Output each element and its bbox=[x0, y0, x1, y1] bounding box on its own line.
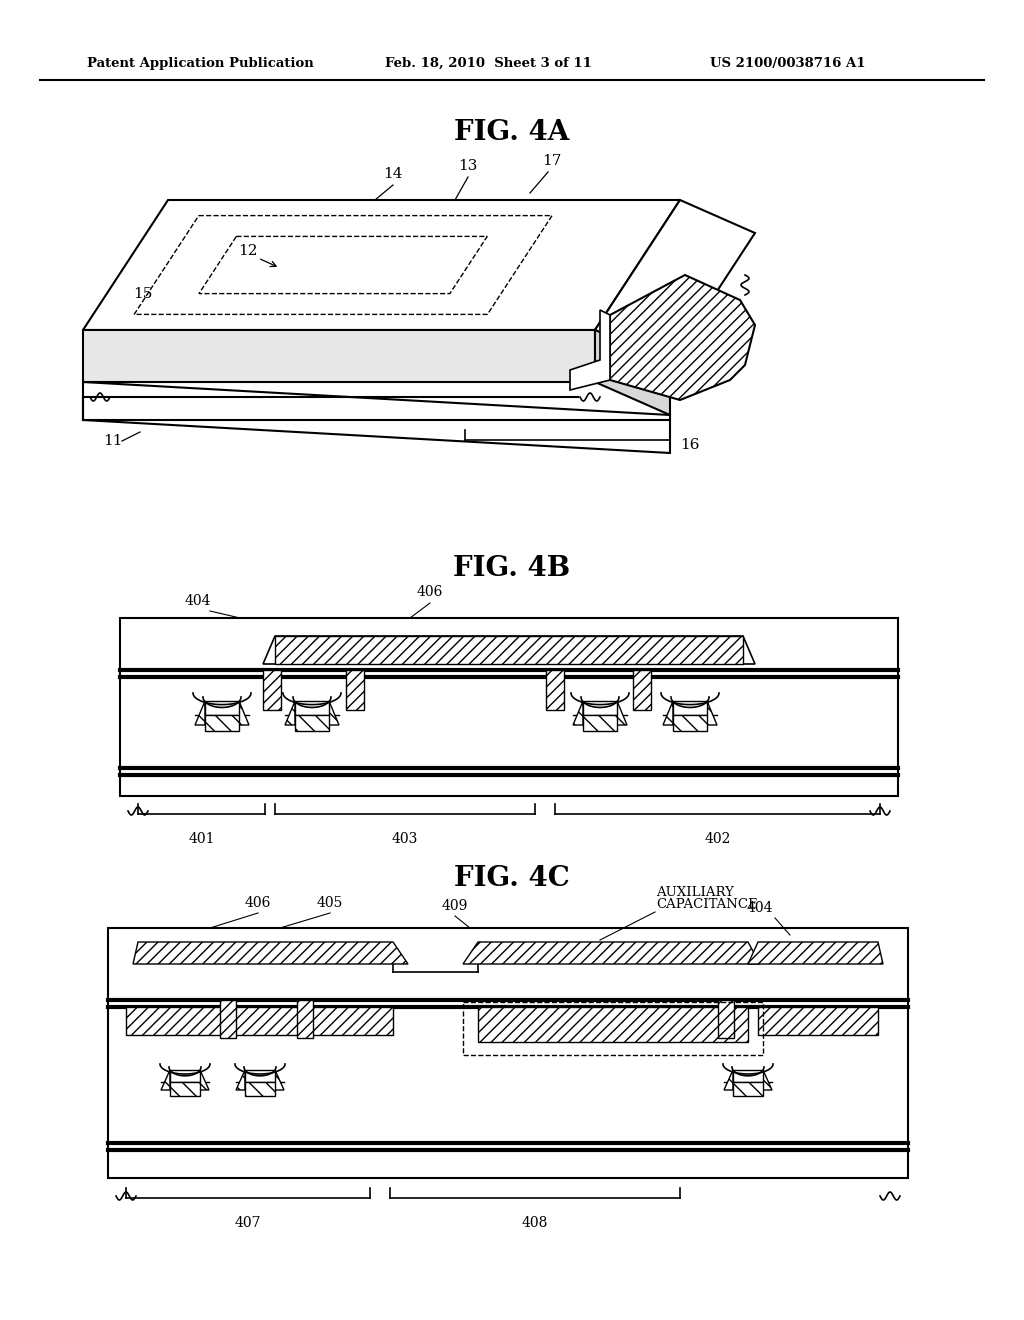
Text: 408: 408 bbox=[522, 1216, 548, 1230]
Bar bbox=[758, 1007, 878, 1035]
Polygon shape bbox=[133, 942, 408, 964]
Text: FIG. 4B: FIG. 4B bbox=[454, 554, 570, 582]
Polygon shape bbox=[707, 701, 717, 725]
Text: FIG. 4C: FIG. 4C bbox=[454, 865, 570, 891]
Polygon shape bbox=[570, 310, 610, 389]
Polygon shape bbox=[748, 942, 883, 964]
Text: 15: 15 bbox=[133, 286, 153, 301]
Text: 13: 13 bbox=[459, 158, 477, 173]
Bar bbox=[546, 671, 564, 710]
Bar bbox=[170, 1082, 200, 1096]
Polygon shape bbox=[617, 701, 627, 725]
Polygon shape bbox=[263, 636, 755, 664]
Polygon shape bbox=[610, 275, 755, 400]
Bar bbox=[126, 1007, 393, 1035]
Polygon shape bbox=[275, 1071, 284, 1090]
Polygon shape bbox=[161, 1071, 170, 1090]
Bar bbox=[297, 1001, 313, 1038]
Text: 406: 406 bbox=[417, 585, 443, 599]
Bar bbox=[120, 618, 898, 796]
Polygon shape bbox=[463, 942, 760, 964]
Text: 17: 17 bbox=[543, 154, 562, 168]
Bar bbox=[478, 1007, 748, 1041]
Bar bbox=[733, 1071, 763, 1082]
Text: 406: 406 bbox=[245, 896, 271, 909]
Text: 404: 404 bbox=[184, 594, 211, 609]
Polygon shape bbox=[724, 1071, 733, 1090]
Text: Patent Application Publication: Patent Application Publication bbox=[87, 57, 313, 70]
Bar bbox=[673, 701, 707, 715]
Bar bbox=[245, 1082, 275, 1096]
Polygon shape bbox=[763, 1071, 772, 1090]
Bar bbox=[205, 701, 239, 715]
Polygon shape bbox=[200, 1071, 209, 1090]
Bar bbox=[346, 671, 364, 710]
Bar bbox=[108, 928, 908, 1177]
Text: AUXILIARY: AUXILIARY bbox=[656, 886, 734, 899]
Polygon shape bbox=[83, 201, 680, 330]
Text: FIG. 4A: FIG. 4A bbox=[455, 119, 569, 145]
Polygon shape bbox=[236, 1071, 245, 1090]
Text: 402: 402 bbox=[705, 832, 731, 846]
Bar bbox=[275, 636, 743, 664]
Polygon shape bbox=[573, 701, 583, 725]
Text: 405: 405 bbox=[435, 638, 461, 651]
Bar bbox=[718, 1001, 734, 1038]
Text: 403: 403 bbox=[392, 832, 418, 846]
Bar bbox=[733, 1082, 763, 1096]
Text: US 2100/0038716 A1: US 2100/0038716 A1 bbox=[710, 57, 865, 70]
Text: 407: 407 bbox=[234, 1216, 261, 1230]
Bar bbox=[295, 715, 329, 731]
Text: 405: 405 bbox=[316, 896, 343, 909]
Text: 404: 404 bbox=[746, 902, 773, 915]
Bar bbox=[463, 1002, 763, 1055]
Text: 409: 409 bbox=[441, 899, 468, 913]
Text: 11: 11 bbox=[103, 434, 123, 447]
Polygon shape bbox=[663, 701, 673, 725]
Text: 14: 14 bbox=[383, 168, 402, 181]
Text: CAPACITANCE: CAPACITANCE bbox=[656, 898, 758, 911]
Polygon shape bbox=[285, 701, 295, 725]
Bar bbox=[673, 715, 707, 731]
Text: 401: 401 bbox=[188, 832, 215, 846]
Bar bbox=[633, 671, 651, 710]
Polygon shape bbox=[195, 701, 205, 725]
Polygon shape bbox=[595, 201, 755, 363]
Bar bbox=[220, 1001, 236, 1038]
Text: 12: 12 bbox=[239, 244, 258, 257]
Bar bbox=[205, 715, 239, 731]
Bar bbox=[170, 1071, 200, 1082]
Text: 16: 16 bbox=[680, 438, 699, 451]
Polygon shape bbox=[239, 701, 249, 725]
Text: Feb. 18, 2010  Sheet 3 of 11: Feb. 18, 2010 Sheet 3 of 11 bbox=[385, 57, 592, 70]
Bar bbox=[263, 671, 281, 710]
Bar bbox=[295, 701, 329, 715]
Polygon shape bbox=[83, 330, 595, 381]
Polygon shape bbox=[595, 330, 670, 414]
Polygon shape bbox=[329, 701, 339, 725]
Polygon shape bbox=[83, 381, 670, 453]
Bar bbox=[583, 715, 617, 731]
Bar bbox=[583, 701, 617, 715]
Bar bbox=[245, 1071, 275, 1082]
